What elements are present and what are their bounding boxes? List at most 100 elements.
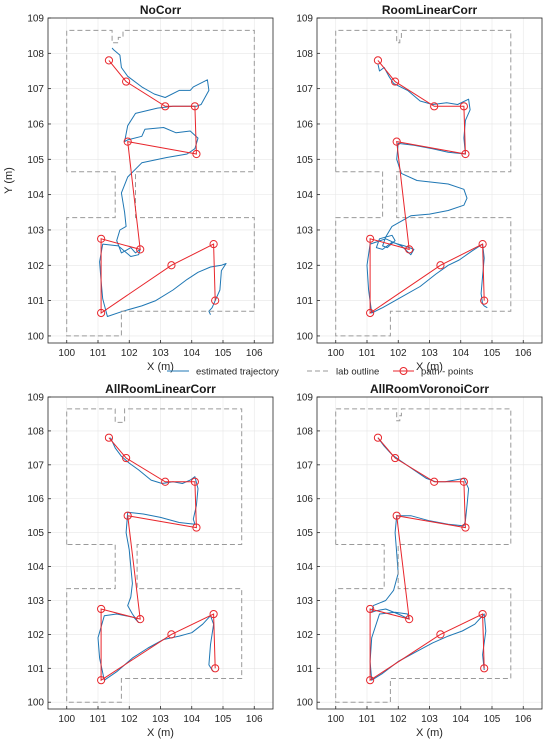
- path-line: [369, 60, 485, 314]
- y-tick-label: 105: [27, 155, 44, 166]
- path-point: [405, 245, 414, 254]
- x-tick-label: 101: [359, 714, 376, 725]
- legend: estimated trajectory lab outline path - …: [167, 367, 474, 378]
- lab-outline: [335, 408, 512, 703]
- path-point: [480, 296, 489, 305]
- path-line: [100, 437, 216, 682]
- path-point: [436, 630, 445, 639]
- chart-panel-4: 100 101 102 103 104 105 106 100 101 102 103 104 105 1…: [296, 382, 543, 739]
- path-point: [366, 604, 375, 614]
- x-tick-label: 104: [183, 348, 200, 359]
- x-tick-label: 105: [215, 714, 232, 725]
- x-tick-label: 106: [515, 348, 532, 359]
- path-point: [123, 137, 132, 146]
- path-point: [161, 477, 170, 486]
- y-tick-label: 106: [27, 119, 44, 130]
- x-tick-label: 103: [421, 714, 438, 725]
- y-tick-label: 101: [27, 296, 44, 307]
- y-tick-label: 100: [296, 698, 313, 709]
- y-tick-label: 109: [296, 14, 313, 25]
- path-point: [190, 102, 199, 111]
- y-tick-label: 107: [27, 84, 44, 95]
- x-tick-label: 106: [246, 348, 263, 359]
- path-point: [209, 239, 218, 249]
- x-axis-label: X (m): [416, 361, 443, 373]
- x-tick-label: 102: [121, 348, 138, 359]
- y-tick-label: 109: [27, 393, 44, 404]
- path-point: [192, 149, 201, 159]
- y-tick-label: 108: [27, 426, 44, 437]
- path-point: [136, 245, 145, 254]
- chart-panel-2: 100 101 102 103 104 105 106 100 101 102 103 104 105 1…: [296, 3, 543, 373]
- path-point: [161, 102, 170, 111]
- x-tick-label: 100: [58, 714, 75, 725]
- x-tick-label: 100: [327, 714, 344, 725]
- estimated-trajectory-line: [99, 47, 227, 317]
- path-line: [100, 60, 216, 314]
- y-tick-label: 109: [27, 14, 44, 25]
- path-point: [211, 664, 220, 673]
- path-point: [461, 149, 470, 159]
- estimated-trajectory-line: [369, 437, 487, 681]
- x-axis-label: X (m): [147, 727, 174, 739]
- y-tick-label: 107: [296, 84, 313, 95]
- x-tick-label: 105: [215, 348, 232, 359]
- path-point: [97, 234, 106, 243]
- y-tick-label: 108: [27, 49, 44, 60]
- path-point: [167, 630, 176, 639]
- y-tick-label: 107: [296, 460, 313, 471]
- x-tick-label: 101: [90, 714, 107, 725]
- path-point: [97, 676, 106, 685]
- x-tick-label: 103: [152, 348, 169, 359]
- y-tick-label: 108: [296, 426, 313, 437]
- x-tick-label: 104: [452, 714, 469, 725]
- x-tick-label: 103: [152, 714, 169, 725]
- lab-outline: [66, 29, 255, 337]
- chart-title: AllRoomLinearCorr: [105, 382, 216, 396]
- y-axis-label: Y (m): [3, 167, 15, 194]
- x-tick-label: 104: [183, 714, 200, 725]
- y-tick-label: 102: [27, 630, 44, 641]
- x-tick-label: 102: [121, 714, 138, 725]
- x-tick-label: 102: [390, 714, 407, 725]
- estimated-trajectory-line: [366, 63, 488, 314]
- y-tick-label: 104: [296, 190, 313, 201]
- chart-panel-3: 100 101 102 103 104 105 106 100 101 102 103 104 105 1…: [27, 382, 274, 739]
- x-tick-label: 106: [246, 714, 263, 725]
- x-axis-label: X (m): [147, 361, 174, 373]
- y-tick-label: 103: [27, 596, 44, 607]
- y-tick-label: 101: [296, 296, 313, 307]
- y-tick-label: 101: [296, 664, 313, 675]
- path-point: [366, 234, 375, 243]
- chart-title: RoomLinearCorr: [382, 3, 478, 17]
- chart-title: NoCorr: [140, 3, 182, 17]
- y-tick-label: 105: [296, 528, 313, 539]
- x-tick-label: 102: [390, 348, 407, 359]
- chart-panel-1: 100 101 102 103 104 105 106 100 101 102 103 104 105 1…: [3, 3, 274, 373]
- path-point: [136, 615, 145, 624]
- legend-estimated-label: estimated trajectory: [196, 367, 279, 378]
- y-tick-label: 102: [296, 261, 313, 272]
- path-point: [430, 477, 439, 486]
- path-point: [392, 511, 401, 520]
- path-point: [167, 261, 176, 270]
- y-tick-label: 100: [27, 698, 44, 709]
- path-point: [366, 676, 375, 685]
- x-tick-label: 104: [452, 348, 469, 359]
- y-tick-label: 102: [296, 630, 313, 641]
- x-tick-label: 105: [484, 714, 501, 725]
- chart-title: AllRoomVoronoiCorr: [370, 382, 489, 396]
- path-point: [122, 77, 131, 86]
- x-tick-label: 103: [421, 348, 438, 359]
- path-point: [104, 433, 114, 442]
- path-point: [104, 56, 114, 65]
- x-tick-label: 105: [484, 348, 501, 359]
- lab-outline: [66, 408, 243, 703]
- path-point: [391, 77, 400, 86]
- path-point: [461, 523, 470, 532]
- legend-outline-label: lab outline: [336, 367, 379, 378]
- path-point: [480, 664, 489, 673]
- path-point: [373, 433, 383, 442]
- path-point: [209, 609, 218, 619]
